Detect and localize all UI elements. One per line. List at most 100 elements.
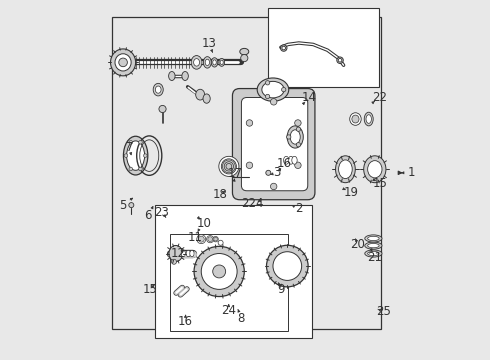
Circle shape — [194, 246, 245, 297]
Ellipse shape — [350, 113, 361, 125]
Text: 24: 24 — [220, 305, 236, 318]
Ellipse shape — [181, 250, 186, 257]
Text: 23: 23 — [154, 206, 169, 219]
Text: 15: 15 — [143, 283, 157, 296]
Ellipse shape — [287, 126, 303, 148]
Text: 20: 20 — [350, 238, 366, 251]
Circle shape — [207, 235, 214, 243]
Circle shape — [282, 87, 286, 92]
Circle shape — [139, 140, 142, 144]
Ellipse shape — [153, 84, 163, 96]
Ellipse shape — [352, 115, 359, 123]
Circle shape — [222, 160, 235, 173]
Text: 13: 13 — [202, 37, 217, 50]
Text: 12: 12 — [171, 247, 186, 260]
Circle shape — [294, 120, 301, 126]
Circle shape — [221, 159, 236, 174]
Circle shape — [267, 245, 308, 287]
Circle shape — [124, 154, 128, 157]
Ellipse shape — [205, 59, 210, 66]
Ellipse shape — [213, 60, 216, 65]
Text: 22: 22 — [372, 91, 387, 104]
Ellipse shape — [364, 112, 373, 126]
Ellipse shape — [190, 250, 194, 257]
Ellipse shape — [262, 81, 284, 98]
Ellipse shape — [155, 86, 161, 93]
Text: 9: 9 — [277, 283, 285, 296]
Circle shape — [198, 236, 204, 242]
Circle shape — [218, 240, 223, 245]
Ellipse shape — [211, 58, 218, 67]
Text: 1: 1 — [408, 166, 416, 179]
Ellipse shape — [284, 156, 289, 164]
Circle shape — [129, 167, 133, 171]
Circle shape — [273, 252, 302, 280]
Circle shape — [296, 127, 300, 131]
Text: 8: 8 — [238, 311, 245, 325]
Text: 2: 2 — [295, 202, 302, 215]
Ellipse shape — [280, 45, 287, 51]
Ellipse shape — [219, 58, 224, 66]
Ellipse shape — [368, 161, 382, 178]
Text: 11: 11 — [187, 231, 202, 244]
Circle shape — [159, 105, 166, 113]
Bar — [170, 234, 288, 330]
Text: 6: 6 — [145, 210, 152, 222]
Ellipse shape — [182, 72, 188, 81]
Circle shape — [287, 135, 291, 139]
Text: 224: 224 — [241, 197, 264, 210]
Circle shape — [266, 94, 270, 99]
Circle shape — [172, 259, 176, 264]
Ellipse shape — [338, 58, 342, 62]
Circle shape — [139, 167, 142, 171]
Bar — [269, 8, 379, 87]
Circle shape — [219, 156, 239, 176]
Ellipse shape — [339, 160, 352, 179]
Text: 5: 5 — [119, 199, 126, 212]
Ellipse shape — [368, 236, 379, 240]
Ellipse shape — [123, 136, 148, 175]
Ellipse shape — [203, 57, 211, 68]
Text: 21: 21 — [368, 251, 382, 264]
Ellipse shape — [194, 59, 199, 66]
Ellipse shape — [196, 89, 205, 100]
Circle shape — [197, 235, 206, 244]
Ellipse shape — [337, 57, 343, 63]
Ellipse shape — [240, 48, 249, 55]
Circle shape — [213, 265, 225, 278]
Bar — [155, 205, 313, 338]
Text: 10: 10 — [196, 216, 211, 230]
Ellipse shape — [365, 242, 382, 249]
Bar — [112, 17, 381, 329]
Text: 19: 19 — [343, 186, 358, 199]
Circle shape — [246, 162, 253, 168]
Ellipse shape — [290, 130, 300, 144]
Ellipse shape — [288, 156, 294, 164]
Circle shape — [226, 163, 232, 169]
Text: 18: 18 — [213, 188, 227, 201]
Text: 3: 3 — [273, 166, 281, 179]
Ellipse shape — [220, 60, 223, 64]
Circle shape — [223, 161, 234, 172]
FancyBboxPatch shape — [242, 98, 308, 191]
Circle shape — [201, 253, 237, 289]
Ellipse shape — [282, 46, 286, 50]
Ellipse shape — [186, 250, 191, 257]
Text: 7: 7 — [126, 141, 133, 154]
Ellipse shape — [336, 156, 355, 183]
Circle shape — [294, 162, 301, 168]
Circle shape — [208, 237, 213, 242]
Circle shape — [144, 154, 147, 157]
Circle shape — [129, 203, 134, 208]
Circle shape — [119, 58, 127, 67]
Ellipse shape — [368, 251, 379, 256]
Ellipse shape — [111, 49, 136, 76]
Circle shape — [224, 162, 234, 171]
Ellipse shape — [169, 246, 183, 262]
Text: 16: 16 — [177, 315, 192, 328]
Circle shape — [270, 99, 277, 105]
Circle shape — [129, 140, 133, 144]
Ellipse shape — [115, 54, 131, 71]
Ellipse shape — [364, 156, 386, 183]
Ellipse shape — [191, 55, 202, 69]
